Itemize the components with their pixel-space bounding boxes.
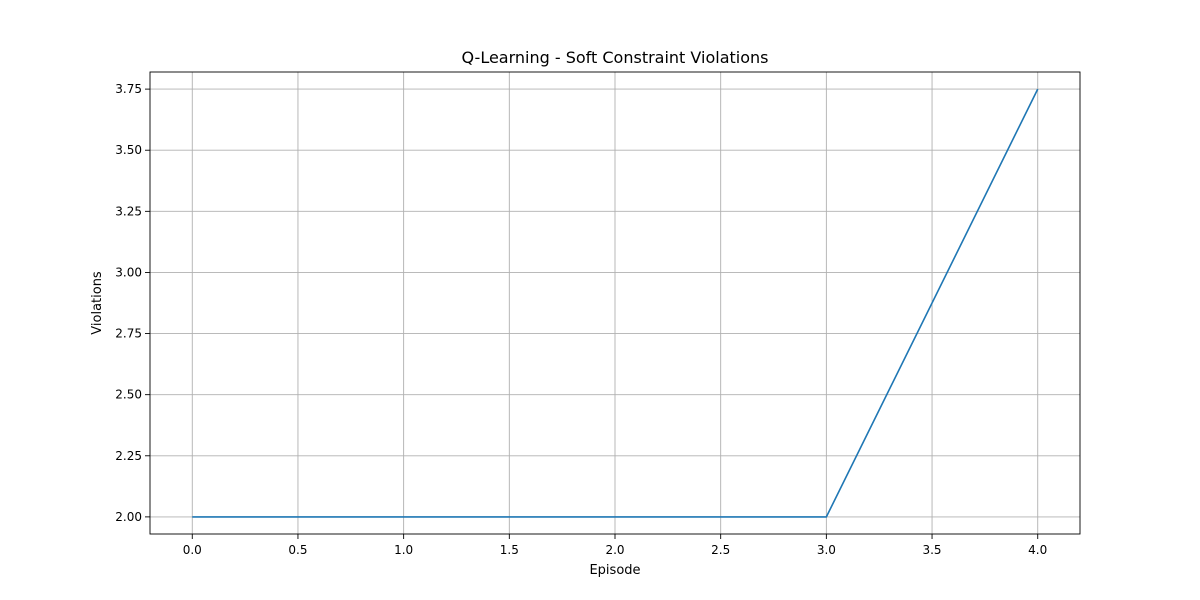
y-tick-label: 3.75 xyxy=(115,82,142,96)
series-line xyxy=(192,88,1039,518)
y-tick-label: 3.25 xyxy=(115,204,142,218)
y-tick-label: 2.75 xyxy=(115,327,142,341)
x-tick-label: 2.0 xyxy=(605,543,624,557)
x-axis-label: Episode xyxy=(589,563,640,578)
x-tick-label: 4.0 xyxy=(1028,543,1047,557)
y-tick-label: 2.00 xyxy=(115,510,142,524)
x-tick-label: 1.5 xyxy=(500,543,519,557)
y-tick-label: 3.00 xyxy=(115,265,142,279)
x-axis-ticks: 0.0 0.5 1.0 1.5 2.0 2.5 3.0 3.5 4.0 xyxy=(183,534,1047,557)
x-tick-label: 0.5 xyxy=(288,543,307,557)
x-tick-label: 1.0 xyxy=(394,543,413,557)
y-axis-ticks: 2.00 2.25 2.50 2.75 3.00 3.25 3.50 3.75 xyxy=(115,82,150,524)
y-tick-label: 2.50 xyxy=(115,388,142,402)
x-tick-label: 2.5 xyxy=(711,543,730,557)
y-axis-label: Violations xyxy=(90,271,105,335)
x-tick-label: 3.5 xyxy=(922,543,941,557)
x-tick-label: 0.0 xyxy=(183,543,202,557)
y-tick-label: 3.50 xyxy=(115,143,142,157)
series-layer xyxy=(192,88,1039,518)
grid-lines xyxy=(150,72,1080,534)
y-tick-label: 2.25 xyxy=(115,449,142,463)
chart-title: Q-Learning - Soft Constraint Violations xyxy=(462,48,769,67)
x-tick-label: 3.0 xyxy=(817,543,836,557)
